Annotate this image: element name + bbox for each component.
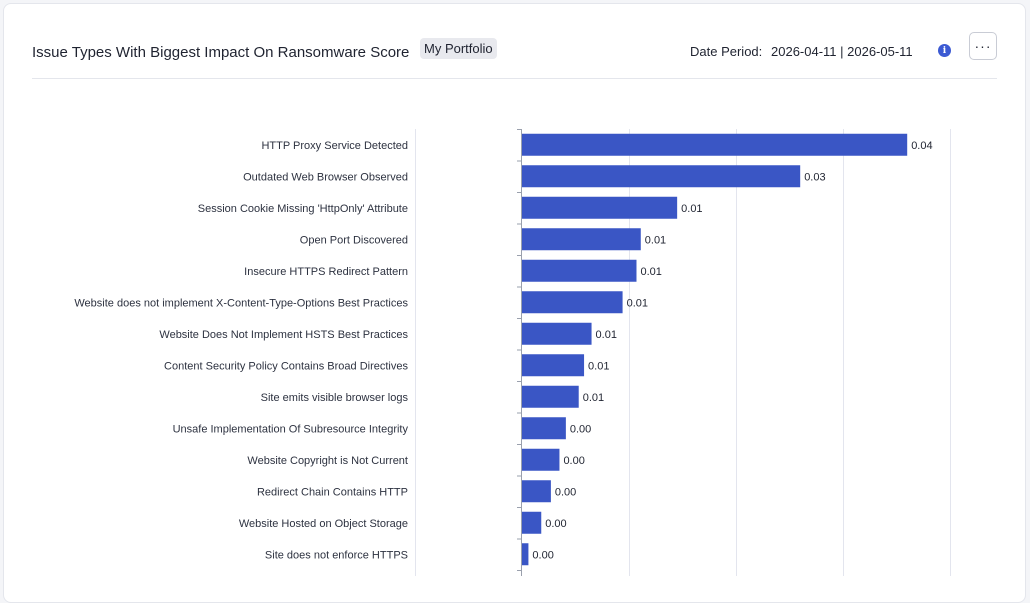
value-label: 0.03 — [804, 171, 825, 183]
category-label: Open Port Discovered — [300, 234, 408, 246]
more-options-button[interactable]: ··· — [969, 32, 997, 60]
value-label: 0.00 — [563, 455, 584, 467]
category-label: Site does not enforce HTTPS — [265, 549, 408, 561]
bar — [522, 228, 641, 251]
category-label: Website does not implement X-Content-Typ… — [74, 297, 408, 309]
info-icon[interactable]: i — [938, 44, 951, 57]
category-label: Website Hosted on Object Storage — [239, 518, 408, 530]
value-label: 0.01 — [640, 266, 661, 278]
bar — [522, 133, 908, 156]
value-label: 0.01 — [588, 360, 609, 372]
value-label: 0.00 — [570, 423, 591, 435]
bar — [522, 385, 579, 408]
category-label: Website Copyright is Not Current — [247, 455, 408, 467]
bar — [522, 511, 542, 534]
bar — [522, 196, 678, 219]
bar — [522, 448, 560, 471]
bar — [522, 322, 592, 345]
value-label: 0.01 — [627, 297, 648, 309]
bar — [522, 480, 551, 503]
value-label: 0.04 — [911, 140, 932, 152]
chart-title: Issue Types With Biggest Impact On Ranso… — [32, 44, 410, 61]
portfolio-badge[interactable]: My Portfolio — [420, 38, 497, 59]
category-label: Website Does Not Implement HSTS Best Pra… — [159, 329, 408, 341]
category-label: Session Cookie Missing 'HttpOnly' Attrib… — [198, 203, 408, 215]
value-label: 0.00 — [545, 518, 566, 530]
chart-card: Issue Types With Biggest Impact On Ranso… — [3, 3, 1026, 603]
category-label: Unsafe Implementation Of Subresource Int… — [173, 423, 409, 435]
bar — [522, 354, 585, 377]
value-label: 0.01 — [583, 392, 604, 404]
value-label: 0.01 — [681, 203, 702, 215]
category-label: Insecure HTTPS Redirect Pattern — [244, 266, 408, 278]
bar — [522, 543, 529, 566]
category-label: Redirect Chain Contains HTTP — [257, 486, 408, 498]
date-period-value[interactable]: 2026-04-11 | 2026-05-11 — [771, 44, 913, 59]
value-label: 0.00 — [555, 486, 576, 498]
category-label: Site emits visible browser logs — [261, 392, 409, 404]
date-period-label: Date Period: — [690, 44, 763, 59]
value-label: 0.00 — [532, 549, 553, 561]
category-label: Outdated Web Browser Observed — [243, 171, 408, 183]
category-label: Content Security Policy Contains Broad D… — [164, 360, 408, 372]
bar — [522, 417, 566, 440]
value-label: 0.01 — [596, 329, 617, 341]
bar — [522, 291, 623, 314]
bar-chart: HTTP Proxy Service Detected 0.04 Outdated … — [74, 129, 951, 576]
value-label: 0.01 — [645, 234, 666, 246]
bar — [522, 165, 801, 188]
category-label: HTTP Proxy Service Detected — [261, 140, 408, 152]
card-header: Issue Types With Biggest Impact On Ranso… — [32, 32, 997, 70]
header-divider — [32, 78, 997, 79]
bar — [522, 259, 637, 282]
